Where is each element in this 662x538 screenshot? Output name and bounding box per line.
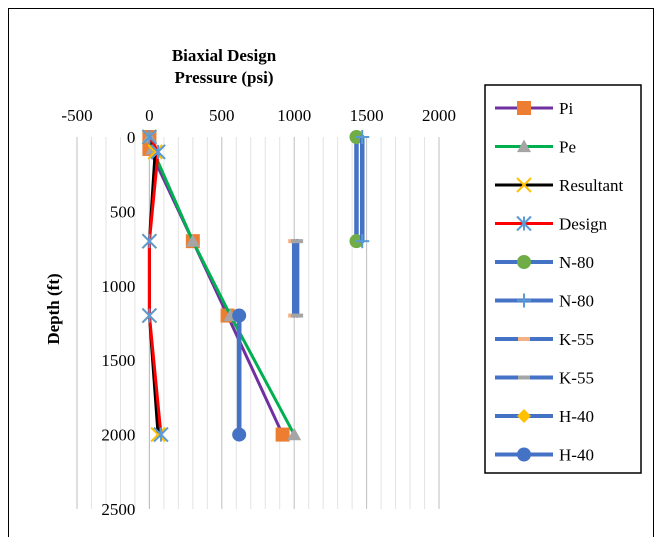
x-tick-label: 0 [145, 106, 154, 125]
marker-x [147, 144, 163, 160]
x-tick-label: 500 [209, 106, 235, 125]
marker-triangle [287, 427, 302, 441]
marker-square [517, 101, 531, 115]
marker-triangle [185, 234, 200, 247]
legend: Pi Pe Resultant Design N-80 N-80 K-55 K-55 H-40 H… [495, 99, 623, 465]
marker-circle [517, 255, 531, 269]
legend-entry: H-40 [495, 407, 594, 426]
chart-svg: -500 0 500 1000 1500 2000 0 500 1000 1500 2000 2500… [44, 46, 642, 519]
marker-dash [518, 337, 530, 341]
legend-label: K-55 [559, 330, 594, 349]
marker-circle [232, 427, 247, 442]
legend-label: H-40 [559, 446, 594, 465]
legend-label: H-40 [559, 407, 594, 426]
legend-box [484, 84, 642, 474]
legend-entry: Resultant [495, 176, 623, 195]
series-layer [141, 129, 370, 443]
marker-square [275, 427, 290, 442]
marker-diamond [517, 409, 531, 423]
marker-x [150, 426, 166, 443]
legend-label: N-80 [559, 253, 594, 272]
legend-label: Design [559, 215, 608, 234]
legend-entry: H-40 [495, 446, 594, 465]
marker-dash [518, 375, 530, 380]
axis-layer: -500 0 500 1000 1500 2000 0 500 1000 1500 2000 2500 [61, 106, 456, 519]
legend-entry: Pe [495, 138, 576, 157]
series-k-55 [291, 238, 304, 318]
y-tick-label: 2000 [101, 426, 135, 445]
legend-label: Pe [559, 138, 576, 157]
legend-label: Resultant [559, 176, 623, 195]
y-tick-label: 0 [127, 128, 136, 147]
chart-title-line-1: Biaxial Design [172, 46, 277, 65]
legend-entry: Design [495, 215, 608, 234]
legend-label: N-80 [559, 292, 594, 311]
y-axis-label: Depth (ft) [44, 273, 63, 344]
x-tick-label: -500 [61, 106, 92, 125]
series-h-40 [232, 308, 247, 442]
legend-label: K-55 [559, 369, 594, 388]
marker-circle [517, 447, 531, 462]
legend-entry: K-55 [495, 330, 594, 349]
grid-layer [76, 137, 440, 509]
chart-title-line-2: Pressure (psi) [174, 68, 273, 87]
marker-dash [291, 313, 304, 318]
x-tick-label: 1000 [277, 106, 311, 125]
series-design [141, 129, 169, 443]
legend-entry: K-55 [495, 369, 594, 388]
series-n-80 [355, 130, 370, 249]
legend-entry: N-80 [495, 292, 594, 311]
legend-entry: Pi [495, 99, 573, 118]
legend-label: Pi [559, 99, 573, 118]
y-tick-label: 1500 [101, 351, 135, 370]
legend-entry: N-80 [495, 253, 594, 272]
series-line [147, 135, 163, 437]
marker-triangle [517, 139, 531, 153]
marker-circle [232, 308, 247, 323]
x-tick-label: 1500 [350, 106, 384, 125]
y-tick-label: 1000 [101, 277, 135, 296]
marker-x [516, 177, 532, 193]
series-n-80 [349, 130, 364, 249]
x-tick-label: 2000 [422, 106, 456, 125]
marker-dash [291, 239, 304, 244]
y-tick-label: 500 [110, 202, 136, 221]
chart-frame: -500 0 500 1000 1500 2000 0 500 1000 1500 2000 2500… [8, 8, 654, 537]
y-tick-label: 2500 [101, 500, 135, 519]
